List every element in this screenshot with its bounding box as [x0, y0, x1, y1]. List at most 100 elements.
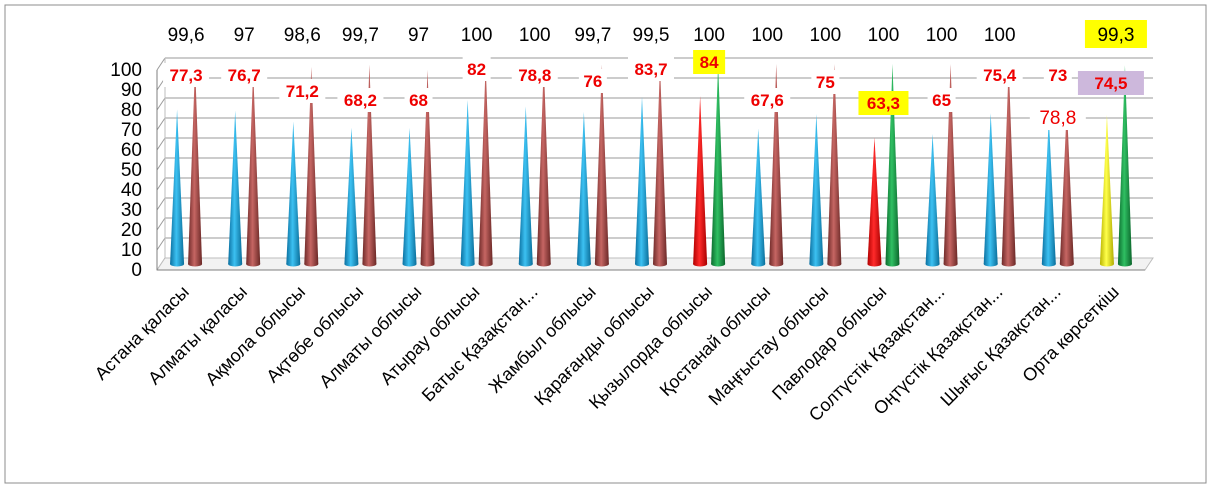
cone-series2-14 [943, 64, 958, 267]
cone-series2-4 [362, 64, 377, 267]
y-tick-label: 60 [121, 140, 142, 161]
cone-series2-10-base [711, 261, 726, 267]
cone-series1-2-base [228, 261, 243, 267]
data-label-box [628, 57, 674, 81]
data-label-box [279, 79, 326, 103]
gridline-depth [156, 237, 166, 251]
cone-series1-12-body [809, 114, 824, 264]
cone-series1-11-base [751, 261, 766, 267]
cone-series1-14-body [925, 134, 940, 264]
data-label-series2: 99,6 [168, 25, 205, 46]
cone-series2-16-body [1059, 106, 1074, 265]
cone-series1-5-body [402, 128, 417, 264]
cone-series2-6-body [478, 64, 493, 264]
data-label-highlight [693, 50, 726, 74]
data-label-series1: 76 [583, 72, 602, 91]
data-label-box [163, 63, 210, 87]
y-tick-label: 10 [121, 240, 142, 261]
gridline-depth [156, 117, 166, 131]
data-label-series2: 100 [519, 25, 551, 46]
data-label-box [744, 88, 791, 112]
cone-series2-5 [420, 70, 435, 267]
cone-series1-6-base [460, 261, 475, 267]
gridline-depth [156, 57, 166, 71]
data-label-series1: 78,8 [518, 66, 551, 85]
data-label-box [337, 88, 384, 112]
gridline-depth [156, 197, 166, 211]
cone-series1-1-base [170, 261, 185, 267]
y-tick-label: 30 [121, 200, 142, 221]
cone-series2-15 [1001, 64, 1016, 267]
cone-series2-1 [188, 64, 203, 267]
cone-series1-15-base [983, 261, 998, 267]
cone-series1-17-body [1099, 115, 1114, 264]
data-label-highlight [1077, 71, 1144, 95]
cone-series2-17-body [1117, 65, 1132, 265]
cone-series2-12-body [827, 64, 842, 264]
data-label-series2: 100 [926, 25, 958, 46]
cone-series1-16 [1041, 118, 1056, 267]
y-tick-label: 0 [131, 260, 142, 281]
cone-series2-12-base [827, 261, 842, 267]
data-label-series2: 100 [868, 25, 900, 46]
cone-series2-6 [478, 64, 493, 267]
cone-series1-5 [402, 128, 417, 267]
cone-series2-8-base [594, 261, 609, 267]
data-label-box [404, 88, 433, 112]
cone-series2-10-body [711, 64, 726, 264]
cone-series1-2 [228, 110, 243, 267]
cone-series1-9-body [635, 96, 649, 264]
data-label-series1: 63,3 [867, 94, 900, 113]
cone-series2-17 [1117, 65, 1132, 267]
data-label-box [1043, 63, 1072, 87]
cone-series2-2 [246, 70, 261, 267]
cone-series2-1-body [188, 64, 203, 264]
data-label-series2: 100 [984, 25, 1016, 46]
cone-series2-3-base [304, 261, 319, 267]
data-label-box [976, 63, 1023, 87]
data-label-box [221, 63, 268, 87]
cone-series1-11 [751, 128, 766, 267]
cone-series2-1-base [188, 261, 203, 267]
y-tick-label: 40 [121, 180, 142, 201]
cone-series2-13-body [885, 64, 900, 264]
data-labels: 99,6 97 98,6 99,7 97 100 100 99,7 99,5 100 100 100 1… [163, 20, 1147, 130]
data-label-series2: 99,7 [574, 25, 611, 46]
data-label-series1: 77,3 [170, 66, 203, 85]
cone-series2-11 [769, 64, 784, 267]
cone-series1-17 [1099, 115, 1114, 267]
data-label-series2: 100 [751, 25, 783, 46]
data-label-series2: 100 [461, 25, 493, 46]
cone-series1-17-base [1099, 261, 1114, 267]
cone-series1-5-base [402, 261, 417, 267]
cone-series2-15-body [1001, 64, 1016, 264]
cone-series1-2-body [228, 110, 243, 264]
data-label-series1: 83,7 [634, 60, 667, 79]
cone-series1-1 [170, 109, 185, 267]
cone-series2-11-body [769, 64, 784, 264]
cone-series2-14-body [943, 64, 958, 264]
cone-series2-16-base [1059, 261, 1074, 267]
data-label-series2: 100 [810, 25, 842, 46]
cone-series2-2-body [246, 70, 261, 264]
cone-series1-14-base [925, 261, 940, 267]
data-label-box [1029, 105, 1086, 130]
cone-series2-15-base [1001, 261, 1016, 267]
y-tick-label: 20 [121, 220, 142, 241]
cone-series1-8-base [576, 261, 591, 267]
cone-series1-7 [518, 106, 533, 267]
cone-series2-3 [304, 66, 319, 267]
y-tick-label: 50 [121, 160, 142, 181]
cone-series1-12-base [809, 261, 824, 267]
cone-series2-7-base [536, 261, 551, 267]
cone-series1-16-base [1041, 261, 1056, 267]
cone-series1-9-base [635, 261, 649, 267]
data-label-series1: 75,4 [983, 66, 1017, 85]
cone-series2-13 [885, 64, 900, 267]
y-tick-label: 90 [121, 80, 142, 101]
cone-series1-1-body [170, 109, 185, 265]
cone-series1-15 [983, 113, 998, 267]
data-label-series1: 74,5 [1094, 74, 1127, 93]
